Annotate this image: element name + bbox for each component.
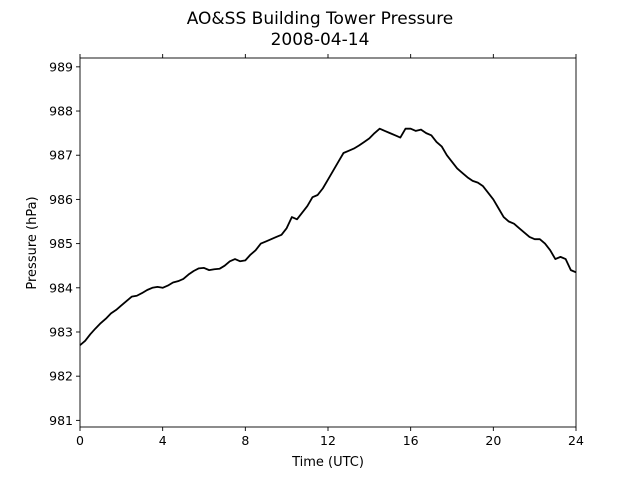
y-tick-label: 988 <box>49 104 73 119</box>
y-tick-label: 989 <box>49 59 73 74</box>
x-tick-label: 20 <box>485 433 501 448</box>
y-tick-label: 985 <box>49 236 73 251</box>
y-tick-label: 987 <box>49 148 73 163</box>
y-axis-label: Pressure (hPa) <box>25 196 40 289</box>
x-tick-label: 4 <box>159 433 167 448</box>
y-tick-label: 986 <box>49 192 73 207</box>
ticks-layer: 0 4 8 12 16 20 24 981 982 983 984 985 986 987 988 989 <box>49 54 584 448</box>
y-tick-label: 983 <box>49 324 73 339</box>
y-tick-label: 981 <box>49 413 73 428</box>
x-tick-label: 0 <box>76 433 84 448</box>
x-tick-label: 12 <box>320 433 336 448</box>
plot-frame <box>79 57 577 428</box>
x-tick-label: 16 <box>403 433 419 448</box>
pressure-series-line <box>79 127 577 346</box>
y-tick-label: 984 <box>49 280 73 295</box>
x-axis-label: Time (UTC) <box>291 455 364 470</box>
chart-title: AO&SS Building Tower Pressure <box>187 9 454 29</box>
chart-subtitle: 2008-04-14 <box>271 30 370 50</box>
x-tick-label: 8 <box>241 433 249 448</box>
y-tick-label: 982 <box>49 369 73 384</box>
x-tick-label: 24 <box>568 433 584 448</box>
